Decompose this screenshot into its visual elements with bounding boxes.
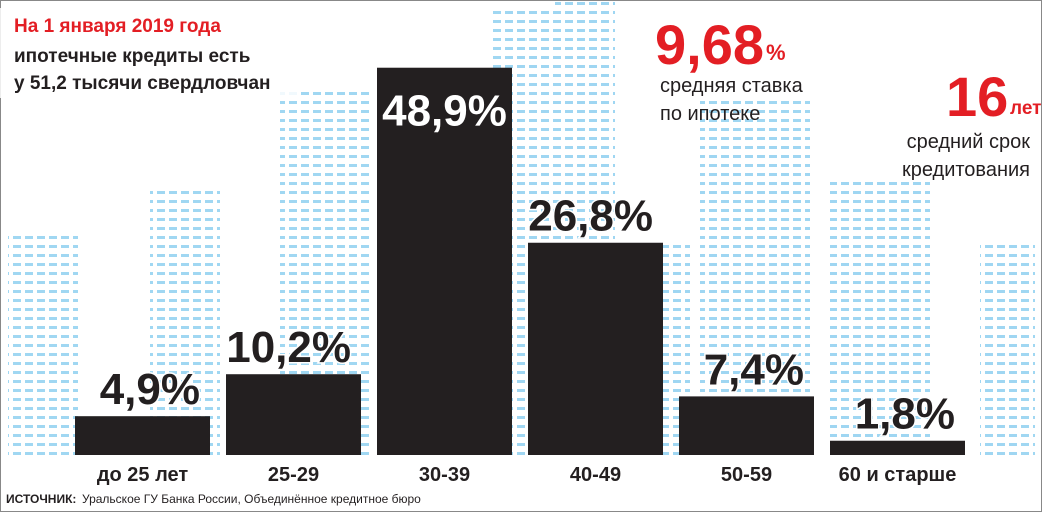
stat-text: средняя ставка [660,75,804,97]
bar [75,416,210,455]
stat-unit: % [766,40,786,65]
x-tick-label: до 25 лет [97,464,189,486]
bar [830,441,965,455]
x-tick-label: 50-59 [721,464,772,486]
bar [679,396,814,455]
source-label: ИСТОЧНИК: [6,492,76,506]
stat-text: средний срок [907,131,1031,153]
x-tick-label: 30-39 [419,464,470,486]
stat-text: по ипотеке [660,103,760,125]
value-label: 10,2% [226,323,351,372]
value-label: 26,8% [528,192,653,241]
stat-text: кредитования [902,159,1030,181]
stat-number: 9,68 [655,13,764,76]
value-label: 1,8% [855,390,955,439]
x-tick-label: 60 и старше [839,464,957,486]
bar [226,374,361,455]
stat-unit: лет [1010,98,1041,119]
title-line: ипотечные кредиты есть [14,46,250,67]
value-label: 4,9% [100,365,200,414]
x-tick-label: 40-49 [570,464,621,486]
bar [528,243,663,455]
title-line: На 1 января 2019 года [14,16,221,37]
stat-number: 16 [946,65,1008,128]
title-line: у 51,2 тысячи свердловчан [14,73,271,94]
source-text: Уральское ГУ Банка России, Объединённое … [82,492,421,506]
value-label: 48,9% [382,87,507,136]
value-label: 7,4% [704,345,804,394]
infographic: 4,9% до 25 лет 10,2% 25-29 48,9% 30-39 26,8% 40… [0,0,1042,512]
x-tick-label: 25-29 [268,464,319,486]
